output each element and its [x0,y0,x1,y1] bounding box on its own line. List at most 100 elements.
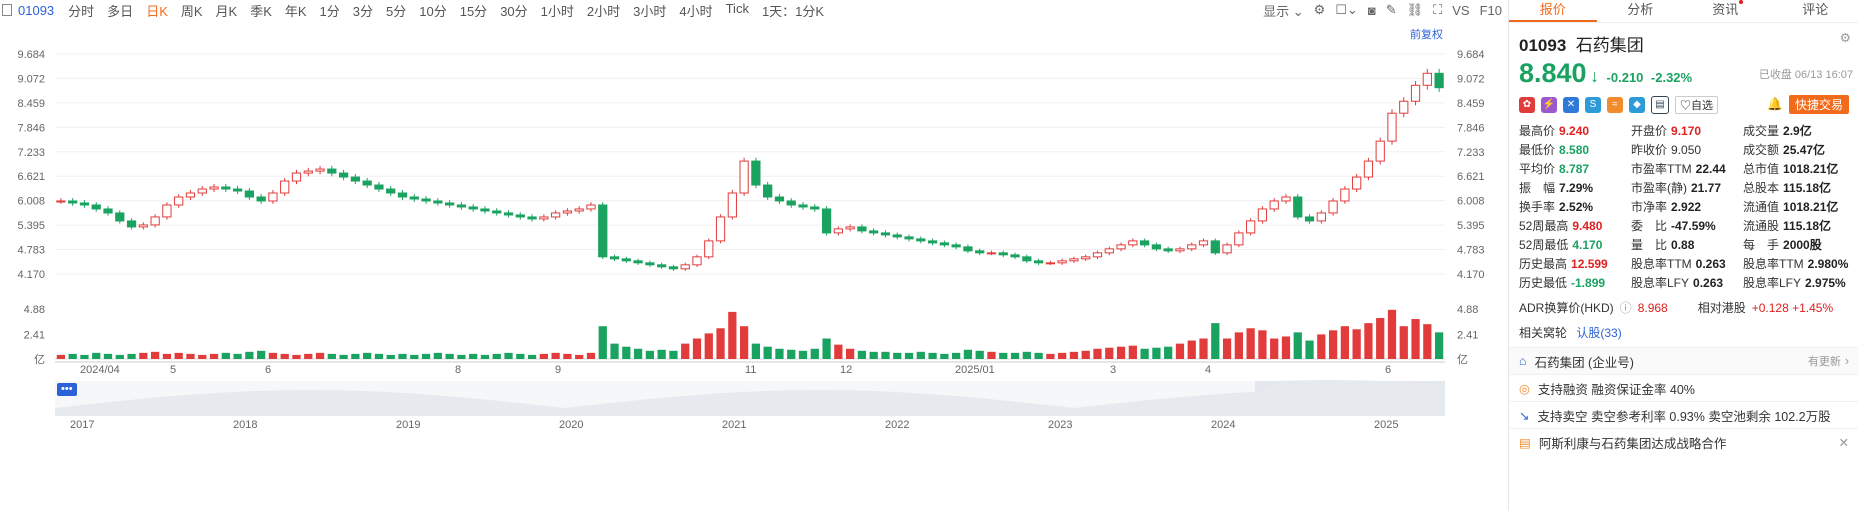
settings-icon[interactable]: ⚙ [1313,2,1326,17]
price-tick-right: 9.072 [1457,73,1485,85]
period-15[interactable]: 3小时 [633,3,667,19]
fullscreen-icon[interactable]: ⛶ [1433,2,1443,17]
candle [1304,216,1315,222]
candle [774,196,785,202]
volume-bar [127,353,136,359]
volume-bar [174,352,183,359]
candle [798,204,808,208]
volume-bar [1317,334,1326,359]
tag-icon[interactable]: ◆ [1629,96,1645,113]
period-14[interactable]: 2小时 [586,3,621,19]
note-icon[interactable]: ▤ [1651,95,1669,114]
layout-icon[interactable]: ☐⌄ [1335,2,1358,17]
candle [551,212,561,218]
candle [197,188,207,194]
period-4[interactable]: 月K [215,3,238,19]
settings-icon[interactable]: ⚙ [1839,31,1851,45]
kline-chart[interactable]: 9.684 9.684 9.072 9.072 8.459 8.459 7.846 7.846… [0,24,1508,510]
volume-bar [893,352,902,359]
related-row: 相关窝轮 认股(33) [1519,326,1622,340]
tab-news[interactable]: 资讯 [1684,0,1772,22]
volume-bar [1387,309,1397,359]
volume-bar [457,354,466,359]
volume-bar [1175,343,1185,359]
warrant-link[interactable]: 认股(33) [1576,326,1622,340]
volume-bar [292,354,301,359]
period-10[interactable]: 10分 [419,3,447,19]
x-axis-label: 3 [1110,364,1116,376]
vs-button[interactable]: VS [1452,2,1470,18]
period-8[interactable]: 3分 [352,3,374,19]
period-17[interactable]: Tick [725,0,749,16]
stock-connect-icon[interactable]: S [1585,96,1601,113]
volume-bar [539,353,548,359]
short-icon[interactable]: ✕ [1563,96,1579,113]
price-tick-left: 8.459 [17,98,45,110]
period-7[interactable]: 1分 [319,3,340,19]
display-button[interactable]: 显示 ⌄ [1263,3,1304,19]
volume-bar [739,326,749,359]
volume-bar [1352,329,1361,359]
volume-bar [1140,348,1149,359]
draw-icon[interactable]: ✎ [1385,2,1397,17]
price-tick-right: 6.621 [1457,171,1485,183]
period-3[interactable]: 周K [180,3,203,19]
quote-code: 01093 [1519,36,1567,55]
price-tick-right: 4.170 [1457,269,1485,281]
period-5[interactable]: 季K [250,3,272,19]
quote-field: 52周最高 9.480 [1519,219,1603,233]
period-list: 分时 多日 日K 周K 月K 季K 年K 1分 3分 5分 10分 15分 30分 1小时 2小时 3小时 4小… [62,1,831,20]
bell-icon[interactable]: 🔔 [1767,97,1783,111]
camera-icon[interactable]: ◙ [1367,2,1376,18]
volume-bar [80,354,89,359]
period-0[interactable]: 分时 [68,3,95,19]
quote-field: 成交额 25.47亿 [1743,143,1826,157]
watchlist-button[interactable]: ♡自选 [1675,95,1718,114]
candle [869,230,879,234]
volume-bar [315,352,325,359]
period-12[interactable]: 30分 [500,3,528,19]
period-6[interactable]: 年K [284,3,307,19]
close-icon[interactable]: ✕ [1838,435,1849,450]
options-icon[interactable]: ≈ [1607,96,1623,113]
candle [763,184,773,198]
overview-menu-button[interactable] [57,383,77,396]
info-icon[interactable]: ⓘ [1619,301,1632,315]
link-icon[interactable]: ⛓ [1406,2,1424,17]
candle [327,168,337,174]
news-row[interactable]: ▤ 阿斯利康与石药集团达成战略合作 ✕ [1509,428,1858,455]
period-toolbar: 01093 分时 多日 日K 周K 月K 季K 年K 1分 3分 5分 10分 15分 30分 1小时 2小… [0,0,1508,20]
period-9[interactable]: 5分 [386,3,407,19]
period-1[interactable]: 多日 [107,3,134,19]
volume-bar [1010,352,1020,359]
candle [221,186,231,190]
candle [845,226,855,230]
f10-button[interactable]: F10 [1479,2,1502,18]
period-13[interactable]: 1小时 [540,3,574,19]
quick-trade-button[interactable]: 快捷交易 [1788,95,1849,114]
candle [1151,244,1162,250]
tab-quote[interactable]: 报价 [1509,0,1597,22]
volume-bar [480,354,490,359]
candle [975,250,985,254]
x-axis-label: 11 [745,364,756,376]
short-row[interactable]: ↘ 支持卖空 卖空参考利率 0.93% 卖空池剩余 102.2万股 [1509,401,1858,428]
period-2[interactable]: 日K [146,3,168,19]
margin-row[interactable]: ◎ 支持融资 融资保证金率 40% [1509,374,1858,401]
candle [115,212,125,222]
volume-unit-right: 亿 [1457,353,1468,366]
tab-comments[interactable]: 评论 [1802,2,1829,17]
news-dot-icon [1739,0,1744,4]
company-account-row[interactable]: ⌂ 石药集团 (企业号) 有更新 › [1509,347,1858,374]
adjust-label[interactable]: 前复权 [1410,27,1443,41]
volume-bar [374,353,384,359]
margin-icon[interactable]: ⚡ [1541,96,1557,113]
period-11[interactable]: 15分 [459,3,488,19]
volume-bar [716,328,725,359]
tab-analysis[interactable]: 分析 [1627,2,1654,17]
volume-bar [775,348,784,359]
period-16[interactable]: 4小时 [679,3,713,19]
panel-toggle-icon[interactable] [2,4,12,16]
period-18[interactable]: 1天：1分K [761,3,825,19]
candle [586,204,596,210]
